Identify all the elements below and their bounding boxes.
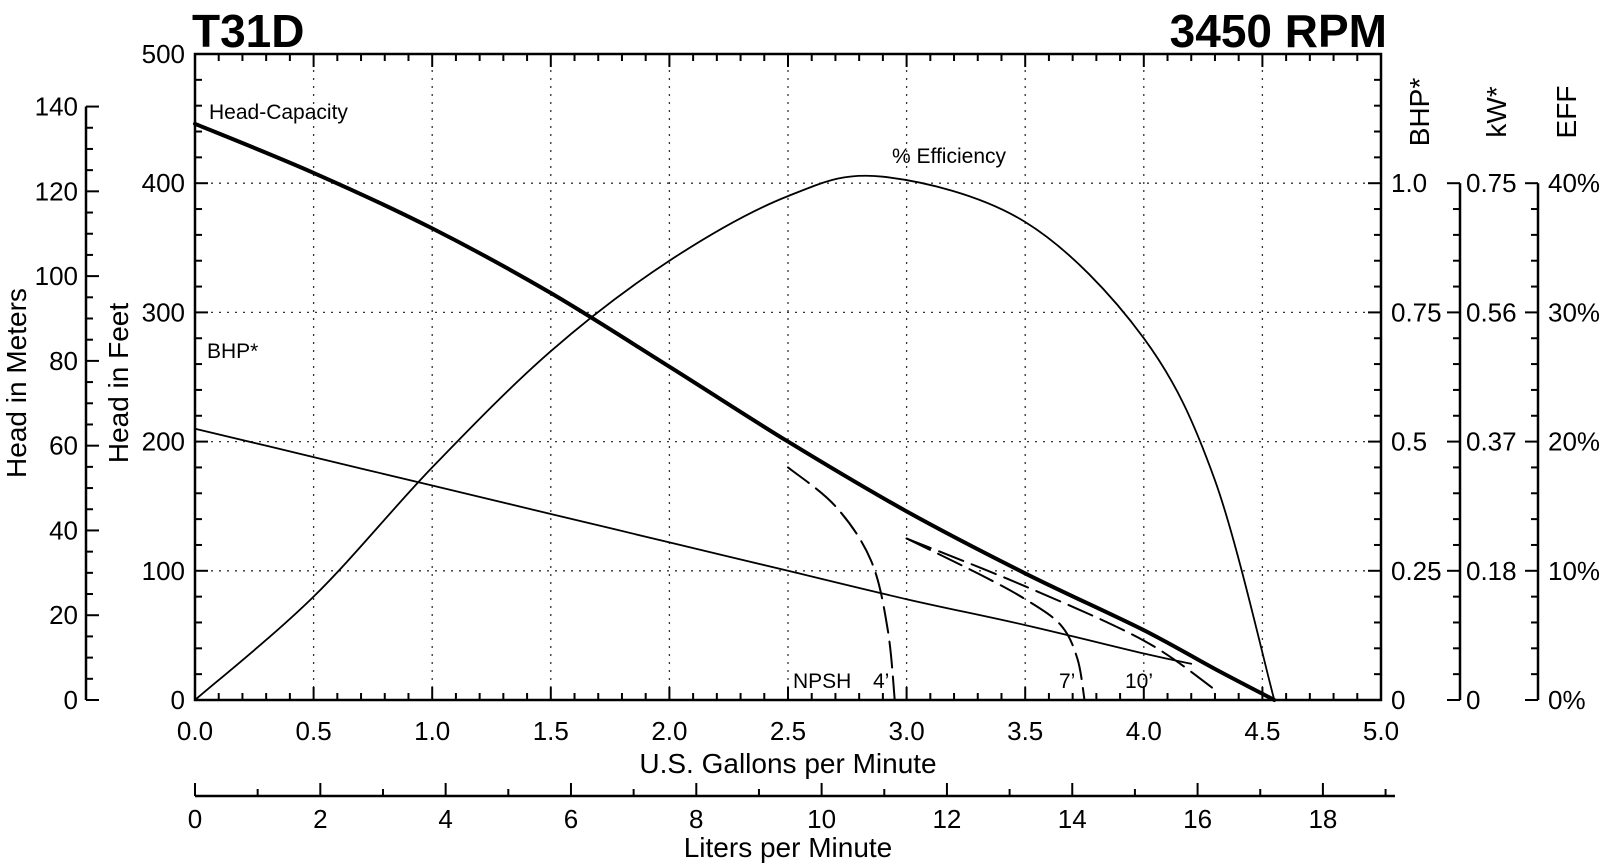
npsh-10-annotation: 10’ xyxy=(1125,670,1153,693)
gpm-tick-label: 4.0 xyxy=(1126,716,1162,746)
bhp-tick-label: 0.25 xyxy=(1391,556,1442,586)
npsh-4-annotation: 4’ xyxy=(873,670,889,693)
lpm-tick-label: 10 xyxy=(807,804,836,834)
lpm-tick-label: 2 xyxy=(313,804,327,834)
gpm-tick-label: 5.0 xyxy=(1363,716,1399,746)
chart-subtitle: 3450 RPM xyxy=(1170,5,1387,57)
bhp-tick-label: 1.0 xyxy=(1391,168,1427,198)
bhp-annotation: BHP* xyxy=(207,340,258,363)
bhp-tick-label: 0.5 xyxy=(1391,427,1427,457)
chart-title: T31D xyxy=(192,5,304,57)
efficiency-annotation: % Efficiency xyxy=(892,145,1006,168)
y-eff-label: EFF xyxy=(1551,86,1582,139)
kw-tick-label: 0 xyxy=(1466,685,1480,715)
gpm-tick-label: 2.5 xyxy=(770,716,806,746)
x-axis-label: U.S. Gallons per Minute xyxy=(639,748,936,779)
y-feet-label: Head in Feet xyxy=(103,303,134,464)
meters-tick-label: 40 xyxy=(49,515,78,545)
eff-tick-label: 0% xyxy=(1548,685,1586,715)
kw-tick-label: 0.37 xyxy=(1466,427,1517,457)
eff-tick-label: 20% xyxy=(1548,427,1600,457)
meters-tick-label: 140 xyxy=(35,92,78,122)
gpm-tick-label: 3.0 xyxy=(889,716,925,746)
gpm-tick-label: 1.0 xyxy=(414,716,450,746)
lpm-tick-label: 0 xyxy=(188,804,202,834)
meters-tick-label: 0 xyxy=(64,685,78,715)
npsh-annotation: NPSH xyxy=(793,670,851,693)
ticks: 0.0 0.5 1.0 1.5 2.0 2.5 3.0 3.5 4.0 4.5 5.00100200… xyxy=(35,39,1600,834)
lpm-tick-label: 16 xyxy=(1183,804,1212,834)
grid xyxy=(195,54,1381,700)
bhp-tick-label: 0.75 xyxy=(1391,297,1442,327)
lpm-tick-label: 4 xyxy=(438,804,452,834)
kw-tick-label: 0.75 xyxy=(1466,168,1517,198)
head-capacity-curve xyxy=(193,121,1277,702)
meters-tick-label: 100 xyxy=(35,261,78,291)
feet-tick-label: 200 xyxy=(142,427,185,457)
eff-tick-label: 40% xyxy=(1548,168,1600,198)
meters-tick-label: 60 xyxy=(49,431,78,461)
meters-tick-label: 20 xyxy=(49,600,78,630)
y-meters-label: Head in Meters xyxy=(1,288,32,478)
lpm-tick-label: 8 xyxy=(689,804,703,834)
lpm-tick-label: 6 xyxy=(564,804,578,834)
gpm-tick-label: 0.5 xyxy=(296,716,332,746)
bhp-curve xyxy=(194,427,1193,665)
gpm-tick-label: 3.5 xyxy=(1007,716,1043,746)
feet-tick-label: 500 xyxy=(142,39,185,69)
bhp-tick-label: 0 xyxy=(1391,685,1405,715)
npsh-7-curve xyxy=(905,537,1086,701)
lpm-tick-label: 12 xyxy=(932,804,961,834)
y-kw-label: kW* xyxy=(1481,86,1512,137)
kw-tick-label: 0.18 xyxy=(1466,556,1517,586)
y-bhp-label: BHP* xyxy=(1404,78,1435,147)
eff-tick-label: 30% xyxy=(1548,297,1600,327)
feet-tick-label: 100 xyxy=(142,556,185,586)
meters-tick-label: 120 xyxy=(35,176,78,206)
lpm-tick-label: 14 xyxy=(1058,804,1087,834)
npsh-7-annotation: 7’ xyxy=(1059,670,1075,693)
kw-tick-label: 0.56 xyxy=(1466,297,1517,327)
gpm-tick-label: 0.0 xyxy=(177,716,213,746)
gpm-tick-label: 1.5 xyxy=(533,716,569,746)
gpm-tick-label: 2.0 xyxy=(651,716,687,746)
npsh-10-curve xyxy=(905,537,1216,691)
npsh-4-curve xyxy=(787,466,896,701)
efficiency-curve xyxy=(194,174,1276,701)
x2-axis-label: Liters per Minute xyxy=(684,832,893,863)
lpm-tick-label: 18 xyxy=(1308,804,1337,834)
feet-tick-label: 0 xyxy=(171,685,185,715)
meters-tick-label: 80 xyxy=(49,346,78,376)
feet-tick-label: 400 xyxy=(142,168,185,198)
gpm-tick-label: 4.5 xyxy=(1244,716,1280,746)
curves xyxy=(193,121,1277,702)
feet-tick-label: 300 xyxy=(142,297,185,327)
eff-tick-label: 10% xyxy=(1548,556,1600,586)
head-capacity-annotation: Head-Capacity xyxy=(209,101,348,124)
